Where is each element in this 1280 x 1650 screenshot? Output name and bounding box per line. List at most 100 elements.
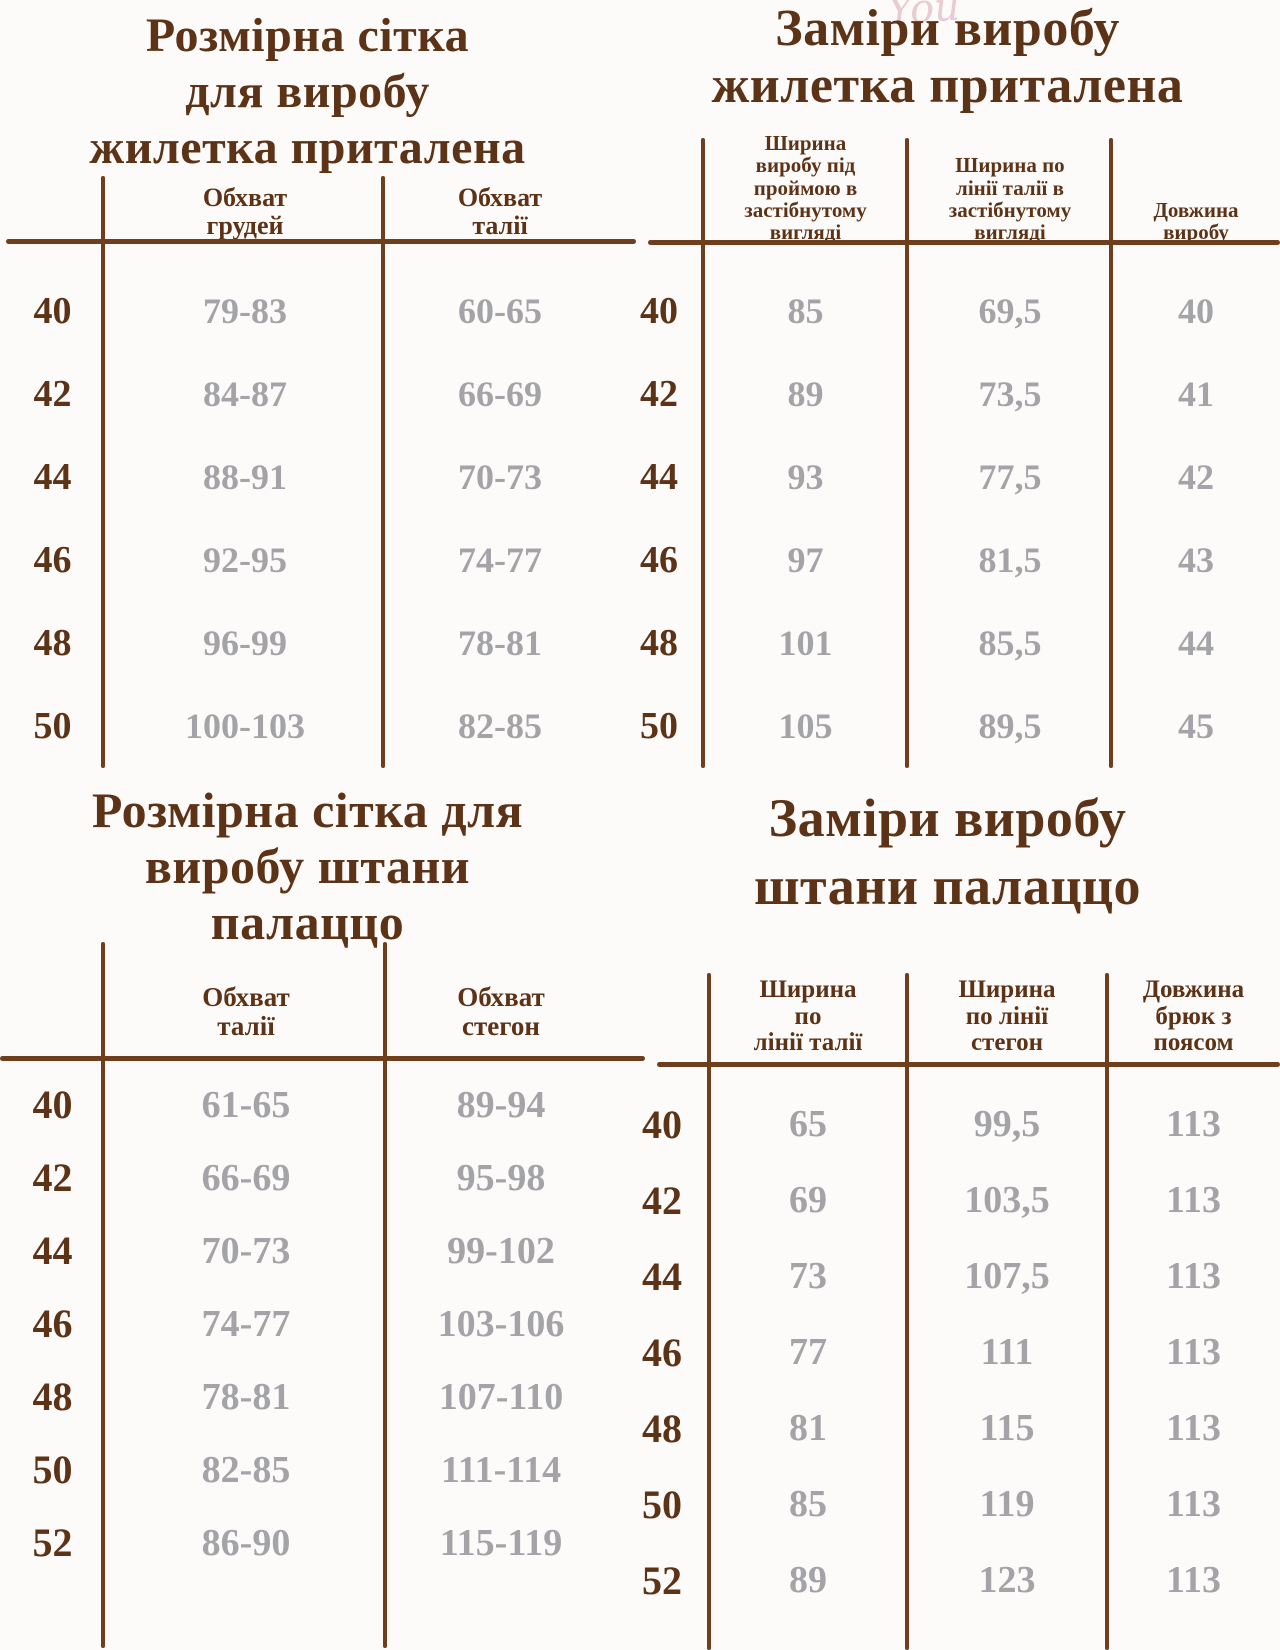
- measurement-value: 97: [787, 539, 824, 580]
- title-line: палаццо: [210, 894, 405, 950]
- title-line: Заміри виробу: [775, 0, 1120, 57]
- column-header-line: талії: [472, 210, 528, 240]
- measurement-value: 84-87: [203, 373, 287, 414]
- column-header-line: лінії талії: [753, 1028, 863, 1056]
- column-divider-line: [701, 138, 705, 768]
- title-line: жилетка приталена: [711, 57, 1184, 115]
- table-body: 40 65 99,5 113 42 69 103,5 113 44 73 107,5 113 46 77 1…: [615, 1066, 1280, 1618]
- measurement-value: 99,5: [973, 1103, 1041, 1145]
- measurement-value: 93: [787, 456, 824, 497]
- measurement-value: 113: [1166, 1483, 1221, 1525]
- measurement-value: 89: [787, 373, 824, 414]
- table-size-grid-palazzo: Розмірна сітка для виробу штани палаццо Об…: [0, 770, 645, 1650]
- measurement-value: 113: [1166, 1407, 1221, 1449]
- header-divider-line: [648, 240, 1280, 245]
- table-measurements-palazzo: Заміри виробу штани палаццо Ширина по лінії…: [615, 770, 1280, 1650]
- table-row: 42 69 103,5 113: [615, 1162, 1280, 1238]
- table-header-row: Ширина виробу під проймою в застібнутому виг…: [615, 132, 1280, 244]
- measurement-value: 88-91: [203, 456, 287, 497]
- measurement-value: 70-73: [458, 456, 542, 497]
- measurement-value: 89,5: [978, 705, 1042, 746]
- size-label: 42: [642, 1177, 682, 1223]
- column-header-line: виробу під: [755, 153, 856, 178]
- measurement-value: 107-110: [438, 1375, 564, 1418]
- table-row: 50 82-85 111-114: [0, 1433, 615, 1506]
- size-label: 42: [32, 1155, 73, 1200]
- measurement-value: 60-65: [458, 290, 542, 331]
- table-row: 52 89 123 113: [615, 1542, 1280, 1618]
- measurement-value: 92-95: [203, 539, 287, 580]
- measurement-value: 96-99: [203, 622, 287, 663]
- measurement-value: 113: [1166, 1179, 1221, 1221]
- column-header-line: Обхват: [202, 182, 288, 212]
- measurement-value: 113: [1166, 1331, 1221, 1373]
- size-label: 48: [32, 1374, 73, 1419]
- table-row: 46 92-95 74-77: [0, 518, 615, 601]
- column-header-line: застібнутому: [948, 197, 1072, 222]
- column-header-line: стегон: [462, 1011, 540, 1042]
- table-row: 42 84-87 66-69: [0, 352, 615, 435]
- column-divider-line: [1105, 973, 1109, 1650]
- column-header-line: по: [794, 1002, 822, 1030]
- title-line: виробу штани: [144, 838, 471, 894]
- column-header-line: вигляді: [974, 220, 1046, 244]
- measurement-value: 123: [978, 1559, 1036, 1601]
- measurement-value: 45: [1178, 705, 1214, 746]
- measurement-value: 43: [1178, 539, 1214, 580]
- title-line: штани палаццо: [753, 855, 1142, 916]
- table-title: Заміри виробу жилетка приталена: [615, 0, 1280, 114]
- measurement-value: 101: [778, 622, 833, 663]
- table-row: 50 100-103 82-85: [0, 684, 615, 767]
- size-label: 50: [32, 1447, 73, 1492]
- measurement-value: 78-81: [458, 622, 542, 663]
- size-label: 48: [33, 621, 72, 664]
- table-measurements-vest: You Заміри виробу жилетка приталена Ширин…: [615, 0, 1280, 770]
- column-divider-line: [905, 973, 909, 1650]
- table-body: 40 85 69,5 40 42 89 73,5 41 44 93 77,5 42 46 97 81,5 43…: [615, 245, 1280, 767]
- measurement-value: 111: [980, 1331, 1034, 1373]
- column-header-line: застібнутому: [744, 197, 867, 222]
- size-label: 46: [33, 538, 72, 581]
- column-header-line: Обхват: [457, 981, 545, 1012]
- measurement-value: 103,5: [964, 1179, 1050, 1221]
- table-row: 52 86-90 115-119: [0, 1506, 615, 1579]
- column-header-line: лінії талії в: [956, 175, 1064, 200]
- table-row: 40 79-83 60-65: [0, 269, 615, 352]
- table-body: 40 79-83 60-65 42 84-87 66-69 44 88-91 70-73 46 92…: [0, 245, 615, 767]
- size-label: 44: [640, 455, 678, 498]
- size-label: 50: [642, 1481, 682, 1527]
- size-label: 44: [33, 455, 72, 498]
- measurement-value: 74-77: [201, 1302, 291, 1345]
- table-title: Розмірна сітка для виробу жилетка притален…: [0, 8, 615, 176]
- column-header: Обхват талії: [105, 981, 387, 1042]
- column-header-line: Обхват: [202, 981, 290, 1012]
- measurement-value: 113: [1166, 1559, 1221, 1601]
- measurement-value: 77,5: [978, 456, 1042, 497]
- size-label: 42: [33, 372, 72, 415]
- column-header-line: Ширина: [759, 976, 857, 1004]
- column-header-line: Довжина: [1142, 976, 1245, 1004]
- column-header-line: виробу: [1163, 220, 1229, 244]
- measurement-value: 82-85: [201, 1448, 291, 1491]
- column-header: Довжина виробу: [1112, 198, 1280, 244]
- measurement-value: 73: [789, 1255, 827, 1297]
- title-line: Заміри виробу: [768, 788, 1127, 848]
- size-label: 40: [32, 1082, 73, 1127]
- measurement-value: 113: [1166, 1103, 1221, 1145]
- measurement-value: 66-69: [201, 1156, 291, 1199]
- size-label: 40: [33, 289, 72, 332]
- measurement-value: 82-85: [458, 705, 542, 746]
- table-row: 48 101 85,5 44: [615, 601, 1280, 684]
- column-divider-line: [383, 942, 387, 1648]
- column-header-line: вигляді: [769, 220, 842, 244]
- size-label: 40: [640, 289, 678, 332]
- size-label: 42: [640, 372, 678, 415]
- measurement-value: 73,5: [978, 373, 1042, 414]
- column-divider-line: [707, 973, 711, 1650]
- measurement-value: 40: [1178, 290, 1214, 331]
- column-divider-line: [101, 942, 105, 1648]
- size-label: 52: [642, 1557, 682, 1603]
- table-header-row: Ширина по лінії талії Ширина по лінії стегон Д…: [615, 970, 1280, 1056]
- table-header-row: Обхват грудей Обхват талії: [0, 182, 615, 240]
- header-divider-line: [657, 1062, 1280, 1067]
